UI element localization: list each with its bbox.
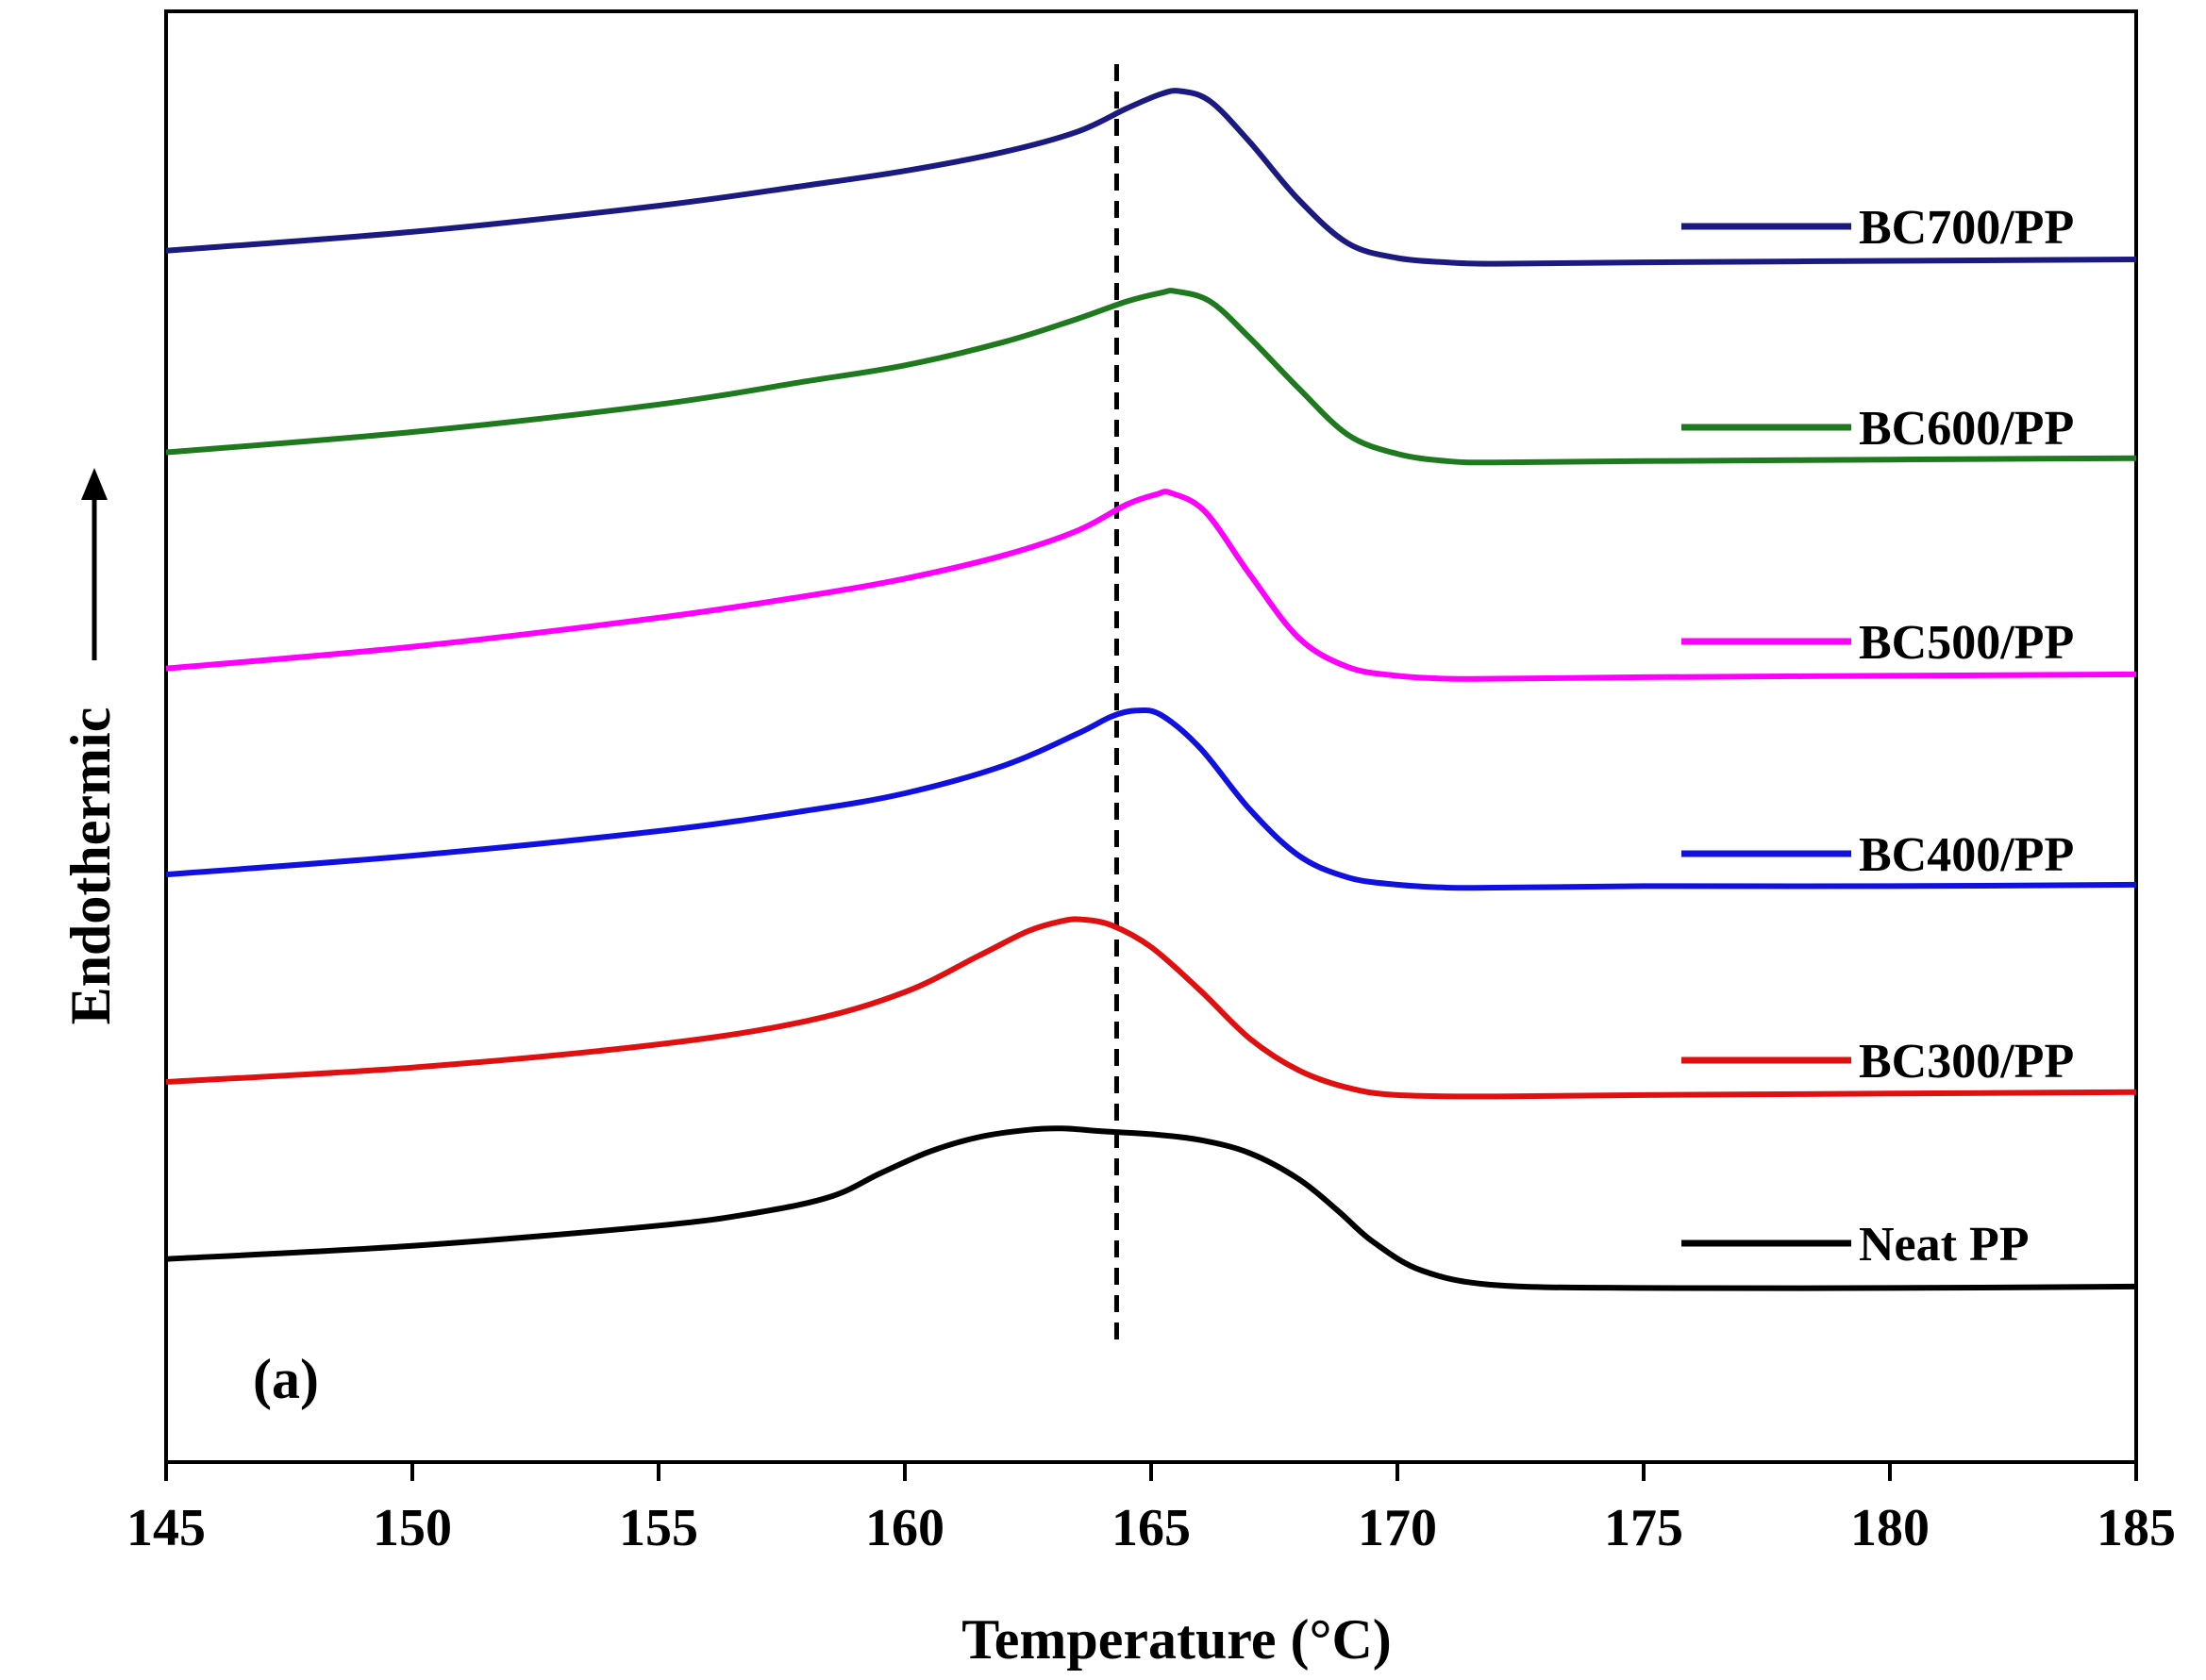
x-tick-label-175: 175 (1604, 1499, 1683, 1557)
legend-label-bc500-pp: BC500/PP (1859, 616, 2074, 670)
x-tick-label-155: 155 (619, 1499, 698, 1557)
legend-label-bc600-pp: BC600/PP (1859, 402, 2074, 456)
legend-label-neat-pp: Neat PP (1859, 1218, 2029, 1272)
series-line-bc600-pp (165, 288, 2137, 466)
panel-label: (a) (253, 1348, 319, 1410)
series-lines (165, 88, 2137, 1291)
series-line-bc500-pp (165, 489, 2137, 682)
y-axis-title: Endothermic (59, 707, 122, 1025)
x-axis-ticks: 145 150 155 160 165 170 175 180 185 (126, 1462, 2176, 1557)
legend-label-bc400-pp: BC400/PP (1859, 828, 2074, 882)
x-tick-label-150: 150 (373, 1499, 452, 1557)
x-axis-title: Temperature (°C) (961, 1608, 1392, 1671)
series-line-bc400-pp (165, 707, 2137, 891)
legend: BC700/PP BC600/PP BC500/PP BC400/PP BC300/PP… (1681, 201, 2074, 1272)
x-tick-label-160: 160 (865, 1499, 944, 1557)
x-tick-label-170: 170 (1358, 1499, 1437, 1557)
series-line-bc700-pp (165, 88, 2137, 267)
series-line-neat-pp (165, 1125, 2137, 1291)
legend-label-bc300-pp: BC300/PP (1859, 1035, 2074, 1089)
x-tick-label-165: 165 (1111, 1499, 1191, 1557)
x-tick-label-145: 145 (126, 1499, 206, 1557)
x-tick-label-185: 185 (2097, 1499, 2176, 1557)
series-line-bc300-pp (165, 916, 2137, 1100)
legend-label-bc700-pp: BC700/PP (1859, 201, 2074, 255)
y-axis-arrow (81, 468, 108, 660)
x-tick-label-180: 180 (1850, 1499, 1930, 1557)
